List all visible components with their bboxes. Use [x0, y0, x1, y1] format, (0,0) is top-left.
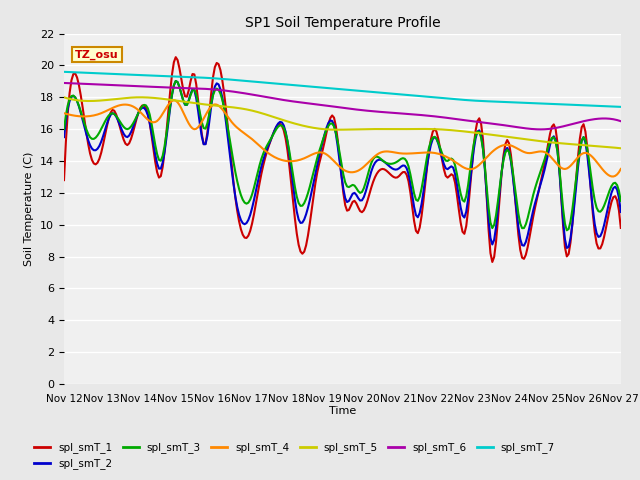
spl_smT_5 — [394, 126, 401, 132]
spl_smT_4 — [609, 174, 617, 180]
spl_smT_3 — [617, 198, 625, 204]
spl_smT_5 — [531, 138, 539, 144]
spl_smT_4 — [531, 149, 539, 155]
spl_smT_5 — [392, 126, 399, 132]
spl_smT_1 — [488, 259, 496, 265]
spl_smT_7 — [392, 91, 399, 97]
spl_smT_4 — [60, 110, 68, 116]
Line: spl_smT_7: spl_smT_7 — [64, 72, 621, 107]
Line: spl_smT_4: spl_smT_4 — [64, 100, 621, 177]
spl_smT_1 — [392, 175, 399, 180]
spl_smT_5 — [403, 126, 410, 132]
spl_smT_4 — [617, 166, 625, 172]
Legend: spl_smT_1, spl_smT_2, spl_smT_3, spl_smT_4, spl_smT_5, spl_smT_6, spl_smT_7: spl_smT_1, spl_smT_2, spl_smT_3, spl_smT… — [30, 438, 559, 474]
Line: spl_smT_3: spl_smT_3 — [64, 81, 621, 230]
spl_smT_3 — [394, 159, 401, 165]
spl_smT_2 — [617, 209, 625, 215]
Y-axis label: Soil Temperature (C): Soil Temperature (C) — [24, 152, 35, 266]
spl_smT_1 — [617, 225, 625, 231]
spl_smT_2 — [531, 200, 539, 206]
spl_smT_3 — [62, 112, 70, 118]
spl_smT_6 — [390, 110, 397, 116]
spl_smT_7 — [401, 92, 408, 97]
spl_smT_2 — [568, 221, 576, 227]
spl_smT_1 — [60, 177, 68, 183]
spl_smT_6 — [60, 80, 68, 86]
spl_smT_6 — [537, 127, 545, 132]
spl_smT_6 — [392, 110, 399, 116]
spl_smT_1 — [394, 175, 401, 180]
spl_smT_5 — [62, 95, 70, 101]
spl_smT_6 — [529, 126, 537, 132]
Title: SP1 Soil Temperature Profile: SP1 Soil Temperature Profile — [244, 16, 440, 30]
spl_smT_3 — [172, 78, 180, 84]
spl_smT_3 — [563, 228, 571, 233]
Line: spl_smT_2: spl_smT_2 — [64, 81, 621, 248]
spl_smT_2 — [563, 245, 571, 251]
Line: spl_smT_6: spl_smT_6 — [64, 83, 621, 130]
spl_smT_1 — [62, 139, 70, 145]
spl_smT_2 — [403, 165, 410, 171]
spl_smT_6 — [617, 119, 625, 124]
spl_smT_2 — [392, 167, 399, 172]
Text: TZ_osu: TZ_osu — [75, 49, 119, 60]
spl_smT_2 — [60, 134, 68, 140]
spl_smT_4 — [566, 163, 574, 168]
spl_smT_3 — [403, 158, 410, 164]
spl_smT_2 — [172, 78, 180, 84]
spl_smT_5 — [617, 145, 625, 151]
spl_smT_7 — [62, 69, 70, 75]
spl_smT_4 — [403, 151, 410, 156]
spl_smT_6 — [62, 80, 70, 86]
spl_smT_2 — [394, 167, 401, 172]
spl_smT_2 — [62, 118, 70, 124]
spl_smT_3 — [531, 185, 539, 191]
spl_smT_1 — [403, 172, 410, 178]
Line: spl_smT_1: spl_smT_1 — [64, 57, 621, 262]
spl_smT_3 — [60, 126, 68, 132]
spl_smT_5 — [136, 95, 144, 100]
spl_smT_5 — [60, 95, 68, 100]
spl_smT_3 — [392, 160, 399, 166]
spl_smT_7 — [565, 102, 573, 108]
spl_smT_4 — [62, 111, 70, 117]
spl_smT_1 — [533, 196, 541, 202]
spl_smT_4 — [392, 150, 399, 156]
spl_smT_7 — [390, 91, 397, 96]
spl_smT_1 — [568, 221, 576, 227]
spl_smT_7 — [60, 69, 68, 75]
X-axis label: Time: Time — [329, 407, 356, 417]
spl_smT_1 — [172, 54, 180, 60]
spl_smT_7 — [617, 104, 625, 110]
spl_smT_4 — [394, 150, 401, 156]
spl_smT_3 — [568, 206, 576, 212]
Line: spl_smT_5: spl_smT_5 — [64, 97, 621, 148]
spl_smT_6 — [566, 121, 574, 127]
spl_smT_4 — [170, 97, 178, 103]
spl_smT_5 — [566, 141, 574, 147]
spl_smT_7 — [529, 100, 537, 106]
spl_smT_6 — [401, 111, 408, 117]
